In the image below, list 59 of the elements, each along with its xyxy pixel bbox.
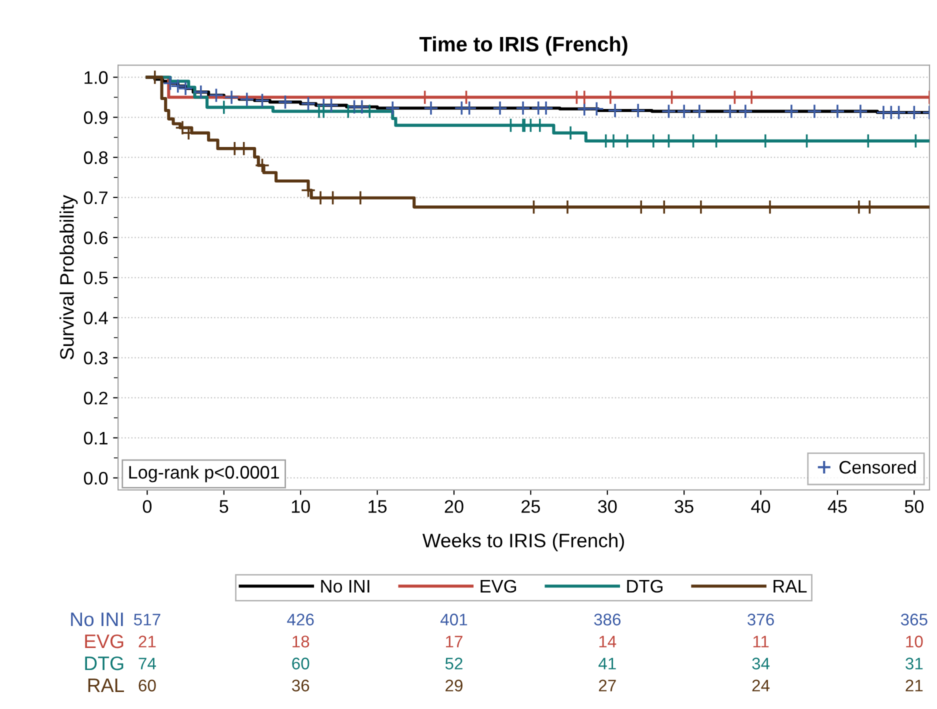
text: 365 bbox=[900, 614, 928, 626]
text: 34 bbox=[752, 658, 770, 670]
x-tick-label: 5 bbox=[220, 500, 228, 513]
text: 18 bbox=[292, 636, 310, 648]
x-tick-label: 40 bbox=[751, 500, 770, 513]
x-tick-label: 50 bbox=[904, 500, 924, 513]
text: 41 bbox=[598, 658, 616, 670]
x-tick-label: 10 bbox=[292, 500, 310, 513]
text: 386 bbox=[594, 614, 621, 626]
x-tick-label: 45 bbox=[828, 500, 847, 513]
text: 24 bbox=[752, 680, 770, 692]
y-axis-title: Survival Probability bbox=[60, 194, 78, 360]
y-tick-label: 0.0 bbox=[84, 472, 108, 485]
y-tick-label: 0.1 bbox=[84, 432, 108, 445]
x-tick-label: 30 bbox=[598, 500, 617, 513]
text: RAL bbox=[88, 678, 124, 692]
text: 426 bbox=[287, 614, 314, 626]
text: 517 bbox=[134, 614, 160, 626]
y-tick-label: 0.7 bbox=[84, 191, 108, 204]
y-tick-label: 0.2 bbox=[84, 392, 108, 404]
text: 17 bbox=[446, 636, 462, 648]
text: 31 bbox=[906, 658, 923, 670]
text: 27 bbox=[598, 680, 616, 692]
legend-label: RAL bbox=[774, 580, 807, 592]
legend-label: Censored bbox=[840, 460, 916, 474]
y-tick-label: 0.4 bbox=[84, 312, 108, 324]
y-tick-label: 1.0 bbox=[84, 71, 108, 84]
text: No INI bbox=[71, 612, 123, 626]
legend-label: DTG bbox=[627, 580, 662, 593]
text: 21 bbox=[906, 680, 923, 692]
x-tick-label: 0 bbox=[142, 500, 152, 513]
text: EVG bbox=[85, 634, 124, 648]
text: 11 bbox=[753, 636, 769, 648]
y-tick-label: 0.8 bbox=[84, 151, 108, 164]
legend-label: No INI bbox=[321, 580, 370, 593]
text: 14 bbox=[599, 636, 616, 648]
x-tick-label: 35 bbox=[674, 500, 694, 513]
legend-label: EVG bbox=[480, 580, 516, 593]
text: 36 bbox=[292, 680, 310, 692]
text: 74 bbox=[138, 658, 156, 670]
x-tick-label: 25 bbox=[522, 500, 540, 513]
text: 60 bbox=[138, 680, 156, 692]
text: 52 bbox=[445, 658, 462, 670]
text: 29 bbox=[446, 680, 462, 692]
annotation: Log-rank p<0.0001 bbox=[129, 465, 280, 482]
x-tick-label: 20 bbox=[444, 500, 464, 513]
text: 10 bbox=[906, 636, 923, 648]
text: DTG bbox=[85, 656, 124, 670]
text: 401 bbox=[440, 614, 468, 626]
x-axis-title: Weeks to IRIS (French) bbox=[422, 533, 624, 552]
x-tick-label: 15 bbox=[368, 500, 387, 513]
y-tick-label: 0.6 bbox=[84, 231, 108, 244]
text: 21 bbox=[138, 636, 156, 648]
y-tick-label: 0.9 bbox=[84, 111, 108, 124]
text: 60 bbox=[292, 658, 310, 670]
y-tick-label: 0.5 bbox=[84, 272, 108, 284]
text: 376 bbox=[748, 614, 774, 626]
chart-title: Time to IRIS (French) bbox=[419, 36, 628, 56]
y-tick-label: 0.3 bbox=[84, 352, 108, 364]
